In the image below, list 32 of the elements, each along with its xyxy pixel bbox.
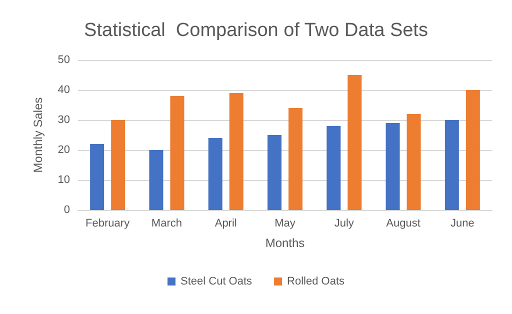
legend-label: Rolled Oats — [287, 276, 345, 288]
y-tick-label: 40 — [58, 84, 70, 96]
bar — [208, 138, 222, 210]
bar — [326, 126, 341, 210]
x-tick-label: August — [386, 218, 420, 230]
bar — [170, 96, 184, 210]
x-tick-label: April — [214, 218, 237, 230]
y-tick-label: 30 — [58, 114, 70, 126]
chart-title: Statistical Comparison of Two Data Sets — [84, 20, 428, 41]
bar — [268, 135, 282, 210]
bar — [229, 93, 244, 210]
legend-label: Steel Cut Oats — [180, 276, 253, 288]
x-tick-label: February — [86, 218, 130, 230]
y-axis-title: Monthly Sales — [31, 97, 45, 173]
y-tick-label: 50 — [58, 54, 70, 66]
x-axis-title: Months — [265, 236, 305, 250]
bar — [444, 120, 459, 210]
x-tick-label: March — [151, 218, 182, 230]
y-tick-label: 20 — [58, 144, 70, 156]
x-tick-label: July — [334, 218, 354, 230]
bar — [348, 75, 362, 210]
bar — [288, 108, 302, 210]
bar — [149, 150, 164, 210]
bar — [466, 90, 480, 210]
bar — [90, 144, 104, 210]
x-tick-label: May — [274, 218, 296, 230]
bar — [111, 120, 126, 210]
y-tick-label: 10 — [58, 174, 70, 186]
bar — [406, 114, 421, 210]
bar — [386, 123, 400, 210]
y-tick-label: 0 — [64, 204, 70, 216]
x-tick-label: June — [450, 218, 474, 230]
